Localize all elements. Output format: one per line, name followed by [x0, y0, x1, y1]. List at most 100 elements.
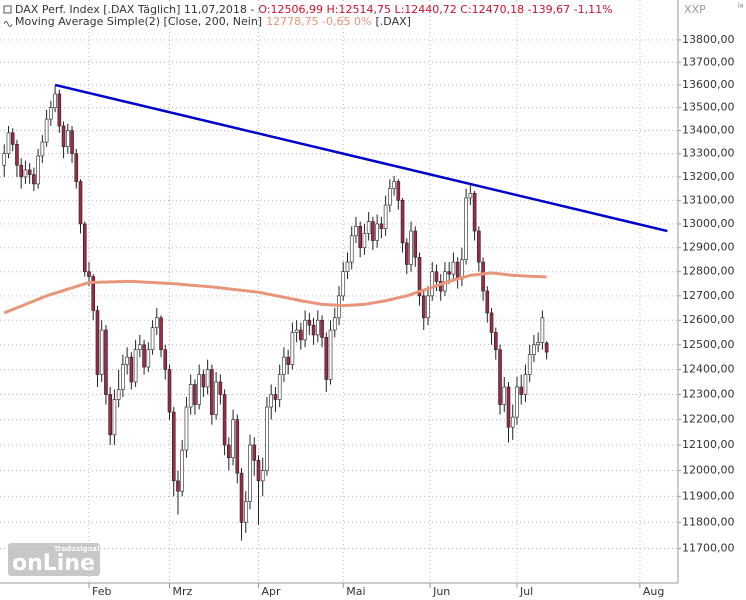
candle-body	[243, 501, 248, 523]
x-tick-label: Mrz	[173, 585, 193, 598]
candle-body	[180, 449, 185, 492]
candle-body	[294, 329, 299, 333]
candle-body	[87, 271, 91, 277]
candle-body	[214, 381, 218, 415]
candle-body	[227, 444, 231, 459]
candle-body	[265, 406, 269, 471]
candle	[44, 109, 49, 147]
candle-body	[256, 460, 261, 482]
candle	[256, 455, 261, 525]
candle-body	[366, 221, 371, 234]
candle-body	[74, 153, 79, 182]
candle	[167, 364, 172, 420]
candle-body	[116, 389, 121, 400]
candle-body	[235, 419, 240, 474]
candle-body	[210, 369, 214, 415]
candle	[15, 139, 19, 177]
candle-body	[205, 369, 210, 388]
candle	[99, 320, 104, 382]
candle	[205, 359, 210, 395]
candle	[6, 125, 11, 159]
candle-body	[277, 374, 282, 400]
candle	[536, 332, 540, 353]
candle	[544, 341, 549, 360]
candle	[142, 339, 146, 375]
candle-body	[252, 444, 257, 461]
candle	[379, 216, 384, 239]
candle-body	[464, 197, 468, 260]
candle	[311, 317, 316, 345]
candle	[362, 223, 367, 255]
candle	[341, 262, 346, 301]
candle-body	[104, 329, 108, 395]
candle	[349, 226, 354, 270]
candle-body	[201, 374, 206, 388]
candle-body	[409, 230, 413, 265]
candle	[146, 342, 151, 373]
candle-body	[396, 181, 401, 201]
candle	[176, 470, 180, 515]
candle	[171, 407, 176, 497]
candle-body	[78, 181, 83, 225]
candle	[252, 437, 257, 476]
candle	[121, 354, 125, 397]
candle-body	[142, 344, 146, 368]
candle	[235, 414, 240, 484]
candle-body	[426, 295, 430, 319]
candle	[498, 344, 502, 415]
candle	[40, 135, 45, 163]
y-tick-label: 13100,00	[682, 193, 735, 206]
candle	[74, 149, 79, 189]
candle-body	[430, 271, 435, 297]
candle-body	[159, 317, 163, 351]
candle	[248, 434, 252, 510]
candle	[78, 179, 83, 234]
candle	[70, 125, 74, 163]
candle	[188, 374, 193, 415]
candle-body	[95, 310, 100, 375]
candle	[332, 308, 337, 338]
candle	[532, 334, 536, 363]
candle	[540, 310, 545, 350]
candle-body	[193, 384, 197, 405]
candle-body	[188, 384, 193, 408]
candle-body	[36, 155, 40, 185]
candle	[53, 85, 57, 113]
candle	[472, 190, 477, 241]
candle	[392, 175, 396, 196]
candle-body	[218, 381, 223, 395]
candle	[57, 89, 62, 133]
candle-body	[498, 349, 502, 405]
candle-body	[417, 256, 422, 297]
candle	[383, 195, 388, 236]
candle	[354, 216, 358, 243]
candle	[66, 123, 70, 154]
candle-body	[447, 271, 451, 275]
candle	[510, 404, 515, 440]
candle	[290, 322, 295, 370]
candle-body	[532, 344, 536, 355]
candle-body	[515, 386, 519, 418]
candle	[129, 352, 134, 390]
candle-body	[15, 144, 19, 166]
grid	[0, 0, 678, 583]
candle-body	[146, 349, 151, 368]
candle-body	[27, 169, 32, 175]
y-tick-label: 13800,00	[682, 33, 735, 46]
candle	[477, 226, 481, 272]
candle	[243, 491, 248, 533]
y-tick-label: 13500,00	[682, 101, 735, 114]
candle-body	[129, 356, 134, 383]
candle	[61, 121, 66, 159]
candle-body	[506, 386, 511, 428]
candle	[502, 376, 507, 413]
candle-body	[434, 271, 439, 282]
candle	[265, 396, 269, 476]
candle-body	[413, 230, 418, 258]
candle	[163, 344, 168, 380]
candle-body	[523, 374, 528, 395]
candle	[95, 305, 100, 387]
candle-body	[23, 169, 28, 178]
candle	[481, 257, 485, 301]
candle	[222, 389, 227, 456]
